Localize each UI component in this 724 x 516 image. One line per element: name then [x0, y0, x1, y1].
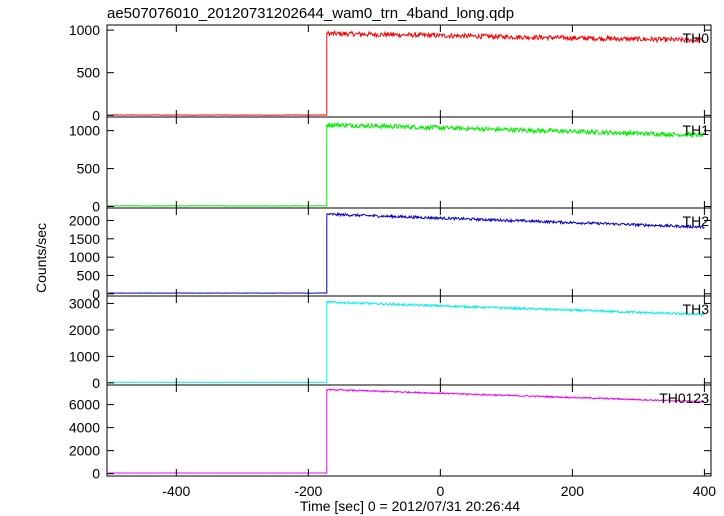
y-tick-label: 1000 [69, 348, 100, 364]
panel-label: TH0123 [659, 390, 709, 406]
y-tick-label: 0 [92, 375, 100, 391]
x-axis-label: Time [sec] 0 = 2012/07/31 20:26:44 [300, 498, 520, 514]
y-tick-label: 0 [92, 107, 100, 123]
panel-label: TH1 [683, 122, 710, 138]
panel-frame [106, 116, 712, 209]
series-line-th0123 [108, 388, 705, 474]
panel-label: TH0 [683, 30, 710, 46]
y-tick-label: 500 [77, 65, 101, 81]
y-tick-label: 2000 [69, 212, 100, 228]
y-tick-label: 1000 [69, 22, 100, 38]
y-tick-label: 2000 [69, 443, 100, 459]
y-tick-label: 6000 [69, 397, 100, 413]
series-line-th1 [108, 121, 705, 207]
x-tick-label: -400 [162, 483, 190, 499]
series-line-th2 [108, 212, 705, 294]
series-line-th0 [108, 30, 705, 116]
panel-frame [106, 384, 712, 477]
panel-th0: 0 500 1000 TH0 [69, 22, 712, 123]
panel-label: TH2 [683, 213, 710, 229]
y-tick-label: 1000 [69, 123, 100, 139]
x-axis-ticks: -400 -200 0 200 400 [162, 483, 716, 499]
y-tick-label: 0 [92, 466, 100, 482]
x-tick-label: 400 [693, 483, 717, 499]
panel-th2: 0 500 1000 1500 2000 TH2 [69, 207, 712, 302]
y-tick-label: 4000 [69, 420, 100, 436]
panels: 0 500 1000 TH0 0 500 1000 TH1 0 500 1000 1500 2000 TH… [69, 22, 712, 482]
panel-th1: 0 500 1000 TH1 [69, 116, 712, 214]
y-axis-label: Counts/sec [33, 223, 49, 293]
panel-label: TH3 [683, 301, 710, 317]
y-tick-label: 0 [92, 198, 100, 214]
x-tick-label: 200 [561, 483, 585, 499]
y-tick-label: 0 [92, 286, 100, 302]
series-line-th3 [108, 300, 705, 383]
y-tick-label: 2000 [69, 322, 100, 338]
panel-frame [106, 295, 712, 386]
y-tick-label: 500 [77, 267, 101, 283]
y-tick-label: 500 [77, 161, 101, 177]
x-tick-label: -200 [294, 483, 322, 499]
panel-frame [106, 207, 712, 297]
x-tick-label: 0 [436, 483, 444, 499]
y-tick-label: 3000 [69, 295, 100, 311]
panel-th0123: 0 2000 4000 6000 TH0123 [69, 384, 712, 482]
y-tick-label: 1500 [69, 231, 100, 247]
y-tick-label: 1000 [69, 249, 100, 265]
panel-th3: 0 1000 2000 3000 TH3 [69, 295, 712, 391]
chart-title: ae507076010_20120731202644_wam0_trn_4ban… [107, 5, 514, 22]
